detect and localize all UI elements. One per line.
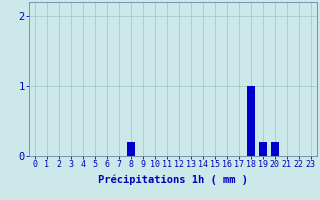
Bar (127, 142, 135, 156)
Bar (271, 142, 279, 156)
Bar (259, 142, 267, 156)
Bar (247, 86, 255, 156)
X-axis label: Précipitations 1h ( mm ): Précipitations 1h ( mm ) (98, 175, 248, 185)
